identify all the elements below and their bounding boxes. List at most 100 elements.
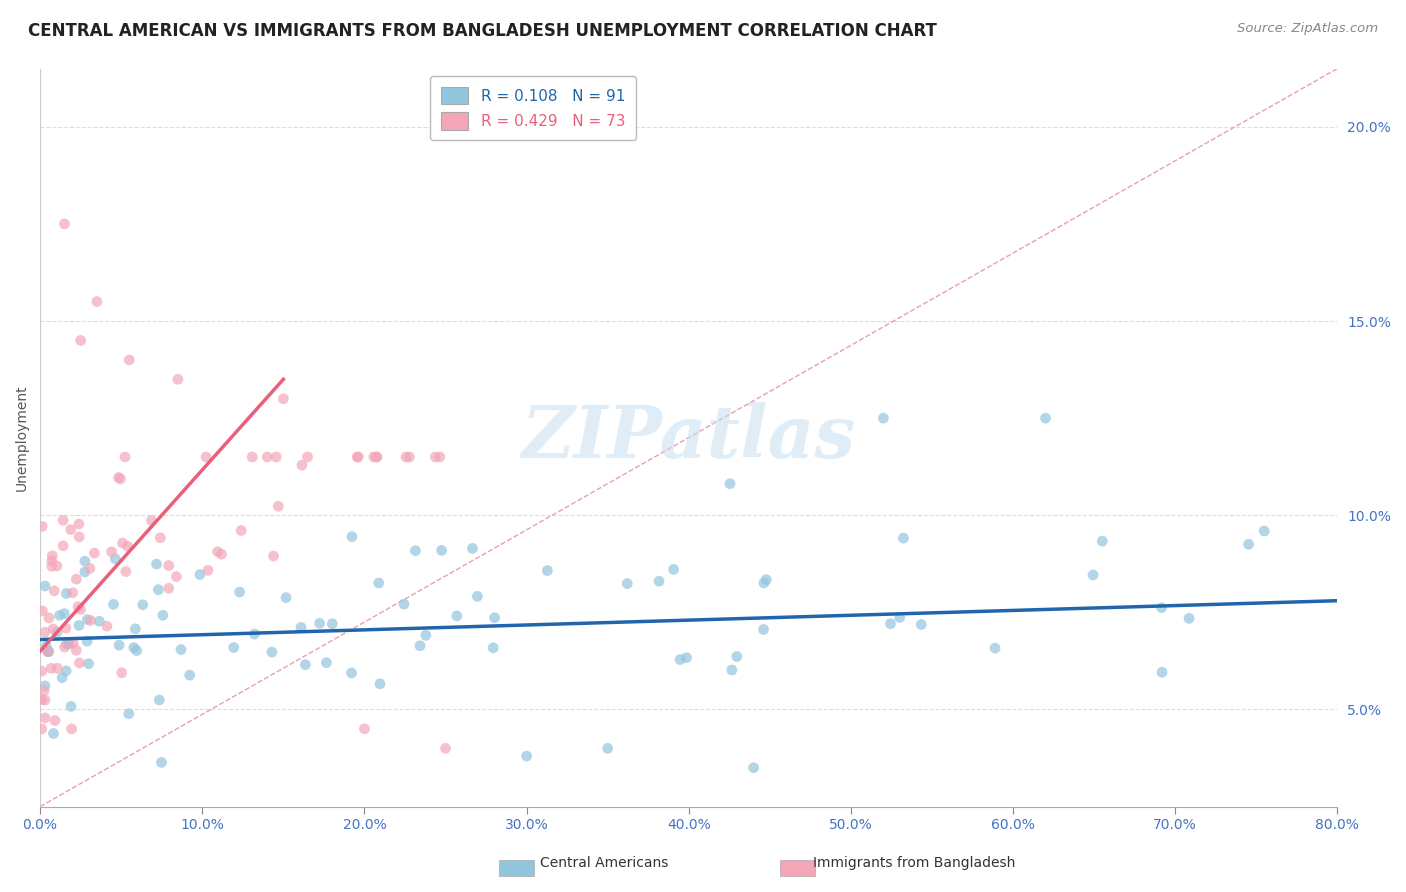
- Point: [79, 614, 101, 628]
- Point: [366, 450, 388, 464]
- Point: [409, 639, 432, 653]
- Point: [315, 656, 337, 670]
- Point: [152, 608, 174, 623]
- Point: [429, 450, 451, 464]
- Point: [51, 671, 73, 685]
- Point: [346, 450, 368, 464]
- Point: [1178, 611, 1201, 625]
- Point: [37, 645, 59, 659]
- Point: [188, 567, 211, 582]
- Point: [267, 500, 290, 514]
- Point: [1253, 524, 1275, 538]
- Point: [669, 652, 692, 666]
- Point: [404, 543, 426, 558]
- Point: [89, 614, 111, 628]
- Point: [195, 450, 218, 464]
- Point: [482, 640, 505, 655]
- Point: [58, 637, 80, 651]
- Point: [228, 585, 250, 599]
- Point: [67, 530, 90, 544]
- Point: [321, 616, 343, 631]
- Point: [65, 572, 87, 586]
- Point: [73, 565, 96, 579]
- Point: [366, 450, 388, 464]
- Point: [53, 640, 76, 655]
- Point: [467, 590, 489, 604]
- Point: [110, 472, 132, 486]
- Point: [148, 582, 170, 597]
- Point: [38, 644, 60, 658]
- Point: [62, 585, 84, 599]
- Point: [124, 622, 146, 636]
- Point: [34, 711, 56, 725]
- Point: [425, 450, 447, 464]
- Point: [76, 634, 98, 648]
- Point: [675, 650, 697, 665]
- Point: [1237, 537, 1260, 551]
- Point: [430, 543, 453, 558]
- Point: [34, 625, 56, 640]
- Point: [984, 641, 1007, 656]
- Point: [55, 664, 77, 678]
- Point: [368, 677, 391, 691]
- Point: [222, 640, 245, 655]
- Point: [297, 450, 319, 464]
- Point: [461, 541, 484, 556]
- Point: [742, 761, 765, 775]
- Point: [42, 622, 65, 636]
- Point: [872, 411, 894, 425]
- Point: [273, 392, 295, 406]
- Point: [79, 561, 101, 575]
- Point: [118, 352, 141, 367]
- Point: [721, 663, 744, 677]
- Point: [167, 372, 190, 386]
- Point: [107, 470, 129, 484]
- Point: [879, 616, 901, 631]
- Point: [35, 640, 58, 654]
- Point: [752, 575, 775, 590]
- Point: [1035, 411, 1057, 425]
- Point: [41, 549, 63, 563]
- Point: [69, 334, 91, 348]
- Point: [240, 450, 263, 464]
- Point: [45, 559, 67, 574]
- Point: [114, 450, 136, 464]
- Point: [755, 573, 778, 587]
- Point: [353, 722, 375, 736]
- Point: [118, 706, 141, 721]
- Point: [67, 656, 90, 670]
- Point: [596, 741, 619, 756]
- Point: [893, 531, 915, 545]
- Point: [55, 621, 77, 635]
- Point: [44, 714, 66, 728]
- Point: [52, 539, 75, 553]
- Point: [67, 599, 90, 614]
- Point: [616, 576, 638, 591]
- Point: [889, 610, 911, 624]
- Point: [718, 476, 741, 491]
- Point: [55, 637, 77, 651]
- Point: [114, 565, 136, 579]
- Point: [1081, 568, 1104, 582]
- Point: [65, 643, 87, 657]
- Point: [1150, 600, 1173, 615]
- Point: [103, 598, 125, 612]
- Point: [752, 623, 775, 637]
- Point: [67, 517, 90, 532]
- Point: [46, 661, 69, 675]
- Point: [157, 558, 180, 573]
- Point: [648, 574, 671, 589]
- Legend: R = 0.108   N = 91, R = 0.429   N = 73: R = 0.108 N = 91, R = 0.429 N = 73: [430, 76, 636, 140]
- Point: [141, 514, 163, 528]
- Point: [32, 683, 55, 698]
- Point: [53, 607, 76, 621]
- Point: [1091, 534, 1114, 549]
- Point: [111, 536, 134, 550]
- Point: [340, 530, 363, 544]
- Point: [434, 741, 457, 756]
- Point: [41, 559, 63, 574]
- Point: [41, 553, 63, 567]
- Point: [484, 611, 506, 625]
- Point: [149, 531, 172, 545]
- Point: [150, 756, 173, 770]
